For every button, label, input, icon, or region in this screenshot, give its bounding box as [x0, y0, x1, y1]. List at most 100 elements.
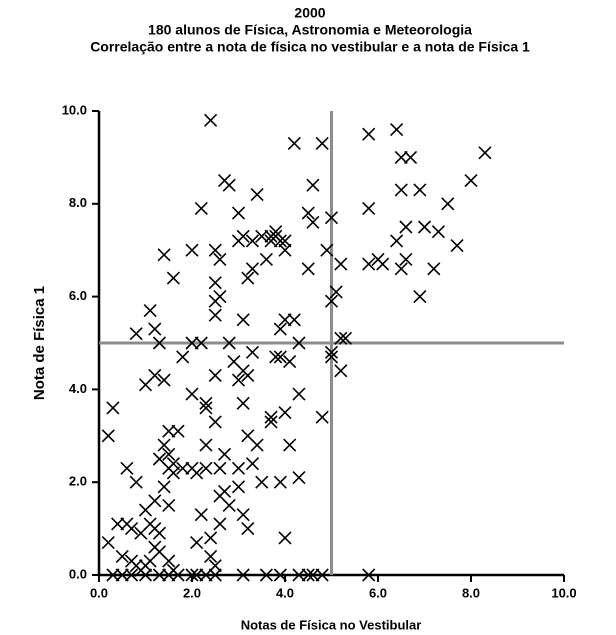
point	[208, 294, 222, 308]
point	[334, 331, 348, 345]
point	[390, 122, 404, 137]
point	[334, 364, 348, 378]
point	[450, 238, 464, 253]
point	[241, 368, 255, 383]
point	[390, 234, 404, 248]
point	[236, 508, 250, 522]
point	[129, 475, 143, 489]
point	[204, 549, 218, 564]
point	[292, 387, 306, 401]
point	[157, 438, 171, 452]
point	[231, 461, 246, 475]
point	[190, 568, 204, 582]
point	[301, 206, 315, 220]
point	[204, 113, 218, 127]
point	[306, 178, 320, 192]
point	[273, 322, 287, 336]
point	[283, 354, 297, 369]
point	[273, 568, 287, 582]
x-tick-label: 10.0	[551, 585, 576, 600]
point	[362, 568, 376, 582]
point	[324, 211, 339, 225]
point	[362, 127, 376, 141]
point	[148, 322, 162, 336]
point	[413, 183, 427, 197]
point	[241, 271, 255, 285]
y-tick-label: 8.0	[69, 195, 87, 210]
point	[394, 183, 408, 197]
point	[250, 438, 264, 452]
point	[222, 336, 236, 350]
point	[259, 568, 273, 582]
chart-title: 2000	[294, 5, 325, 21]
point	[417, 220, 432, 234]
point	[138, 568, 153, 582]
point	[231, 206, 246, 220]
point	[157, 373, 171, 387]
point	[185, 568, 199, 582]
point	[152, 336, 167, 350]
point	[292, 470, 306, 485]
point	[115, 549, 129, 564]
point	[162, 447, 176, 461]
point	[278, 234, 292, 248]
point	[111, 517, 125, 531]
point	[478, 146, 492, 160]
point	[194, 336, 208, 350]
point	[148, 494, 162, 508]
point	[441, 197, 455, 211]
point	[236, 396, 250, 410]
point	[152, 526, 167, 540]
point	[157, 480, 171, 494]
point	[106, 568, 120, 582]
point	[120, 461, 134, 475]
point	[231, 480, 246, 494]
point	[166, 271, 180, 285]
point	[222, 178, 236, 192]
point	[217, 484, 232, 499]
point	[166, 466, 180, 480]
point	[213, 252, 227, 267]
point	[115, 568, 129, 582]
point	[301, 568, 315, 582]
point	[162, 498, 176, 512]
point	[171, 424, 185, 438]
point	[273, 350, 287, 364]
point	[283, 438, 297, 452]
point	[199, 396, 213, 410]
point	[208, 276, 222, 290]
point	[245, 457, 260, 471]
point	[152, 568, 167, 582]
point	[292, 568, 306, 582]
point	[413, 290, 427, 304]
point	[162, 568, 176, 582]
x-axis-title: Notas de Física no Vestibular	[241, 617, 422, 632]
x-tick-label: 4.0	[276, 585, 294, 600]
point	[185, 243, 199, 257]
point	[278, 243, 292, 257]
point	[259, 252, 273, 267]
point	[199, 401, 213, 415]
point	[273, 475, 287, 489]
point	[129, 327, 143, 341]
point	[213, 517, 227, 531]
point	[166, 457, 180, 471]
point	[338, 331, 353, 345]
x-tick-label: 8.0	[462, 585, 480, 600]
point	[403, 150, 418, 164]
y-tick-label: 6.0	[69, 288, 87, 303]
point	[273, 234, 287, 248]
point	[199, 438, 213, 452]
point	[157, 248, 171, 262]
point	[106, 401, 120, 415]
point	[124, 568, 139, 582]
point	[148, 368, 162, 383]
point	[264, 229, 278, 243]
point	[101, 429, 115, 443]
point	[245, 262, 260, 276]
point	[231, 234, 246, 248]
point	[278, 531, 292, 545]
point	[143, 303, 157, 318]
point	[204, 531, 218, 545]
point	[292, 336, 306, 350]
